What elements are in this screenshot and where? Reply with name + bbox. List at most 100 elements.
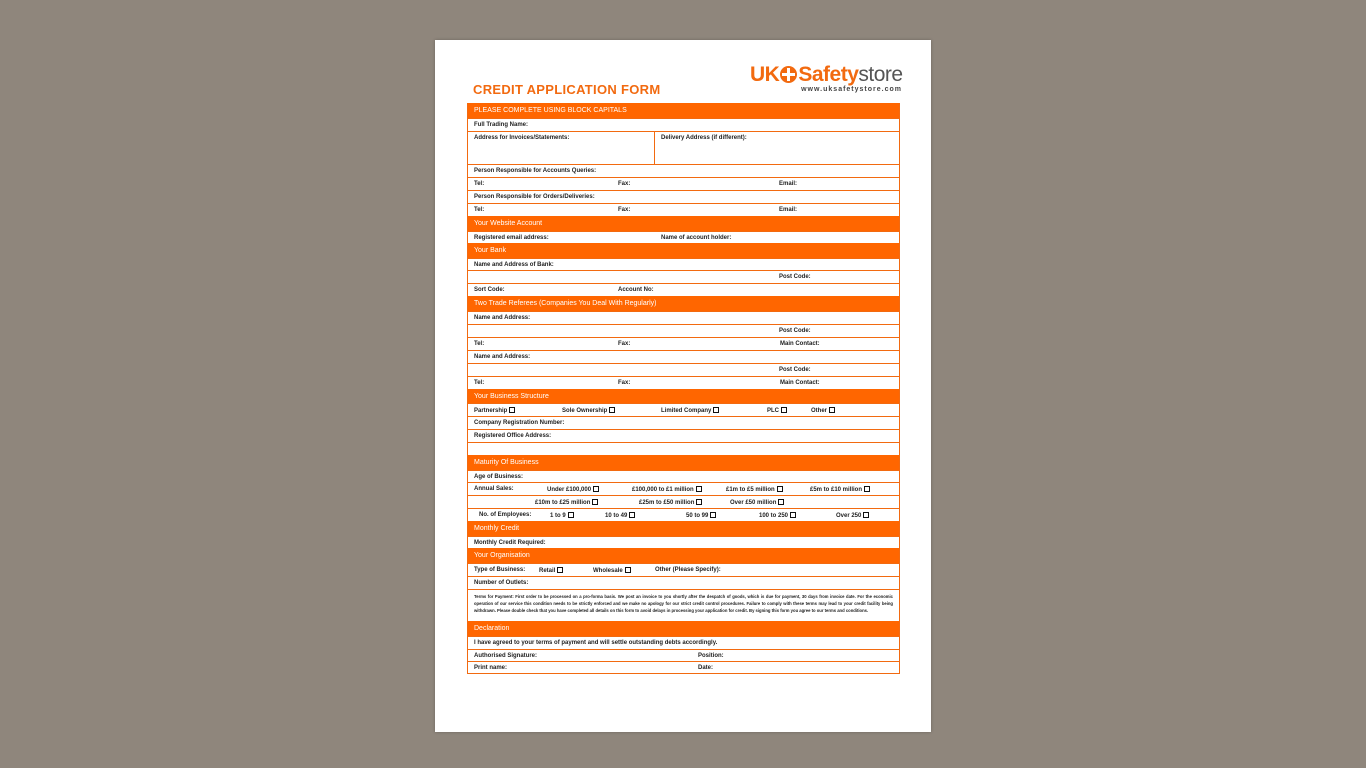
field-sole-ownership[interactable]: Sole Ownership xyxy=(562,407,616,414)
label: Person Responsible for Accounts Queries: xyxy=(474,168,597,174)
form-row: Post Code: xyxy=(468,363,899,376)
field-post-code[interactable]: Post Code: xyxy=(779,367,811,373)
checkbox-icon[interactable] xyxy=(593,486,600,492)
field-50-to-99[interactable]: 50 to 99 xyxy=(686,512,717,519)
label: Main Contact: xyxy=(780,380,820,386)
label: Full Trading Name: xyxy=(474,122,529,128)
form-row: I have agreed to your terms of payment a… xyxy=(468,636,899,649)
label: Company Registration Number: xyxy=(474,420,565,426)
field-registered-office-address[interactable]: Registered Office Address: xyxy=(474,433,551,439)
checkbox-icon[interactable] xyxy=(567,512,574,518)
checkbox-icon[interactable] xyxy=(781,407,787,413)
field-under-100-000[interactable]: Under £100,000 xyxy=(547,486,600,493)
checkbox-icon[interactable] xyxy=(864,486,871,492)
field-annual-sales[interactable]: Annual Sales: xyxy=(474,486,514,492)
section-title-maturity-of-business: Maturity Of Business xyxy=(474,459,539,466)
label: Limited Company xyxy=(661,408,712,414)
field-other[interactable]: Other xyxy=(811,407,836,414)
field-tel[interactable]: Tel: xyxy=(474,207,484,213)
checkbox-icon[interactable] xyxy=(713,407,720,413)
field-limited-company[interactable]: Limited Company xyxy=(661,407,720,414)
checkbox-icon[interactable] xyxy=(629,512,636,518)
checkbox-icon[interactable] xyxy=(829,407,836,413)
field-fax[interactable]: Fax: xyxy=(618,341,630,347)
field-post-code[interactable]: Post Code: xyxy=(779,274,811,280)
checkbox-icon[interactable] xyxy=(509,407,516,413)
form-row: Age of Business: xyxy=(468,470,899,482)
checkbox-icon[interactable] xyxy=(778,499,785,505)
field-over-50-million[interactable]: Over £50 million xyxy=(730,499,785,506)
field-name-and-address-of-bank[interactable]: Name and Address of Bank: xyxy=(474,262,554,268)
field-registered-email-address[interactable]: Registered email address: xyxy=(474,235,549,241)
label: Your Bank xyxy=(474,247,507,254)
field-10m-to-25-million[interactable]: £10m to £25 million xyxy=(535,499,599,506)
field-date[interactable]: Date: xyxy=(698,665,713,671)
form-row: Tel: Fax: Main Contact: xyxy=(468,376,899,389)
checkbox-icon[interactable] xyxy=(863,512,870,518)
field-tel[interactable]: Tel: xyxy=(474,181,484,187)
field-plc[interactable]: PLC xyxy=(767,407,787,414)
field-10-to-49[interactable]: 10 to 49 xyxy=(605,512,636,519)
field-person-responsible-for-orders-[interactable]: Person Responsible for Orders/Deliveries… xyxy=(474,194,595,200)
field-main-contact[interactable]: Main Contact: xyxy=(780,341,820,347)
form-row: Tel: Fax: Email: xyxy=(468,177,899,190)
field-1m-to-5-million[interactable]: £1m to £5 million xyxy=(726,486,783,493)
label: Tel: xyxy=(474,380,485,386)
field-post-code[interactable]: Post Code: xyxy=(779,328,811,334)
field-25m-to-50-million[interactable]: £25m to £50 million xyxy=(639,499,703,506)
field-company-registration-number[interactable]: Company Registration Number: xyxy=(474,420,564,426)
field-fax[interactable]: Fax: xyxy=(618,181,630,187)
section-header: Your Organisation xyxy=(468,548,899,563)
field-type-of-business[interactable]: Type of Business: xyxy=(474,567,525,573)
label: Your Organisation xyxy=(474,552,530,559)
field-name-of-account-holder[interactable]: Name of account holder: xyxy=(661,235,731,241)
checkbox-icon[interactable] xyxy=(609,407,616,413)
checkbox-icon[interactable] xyxy=(624,567,631,573)
field-1-to-9[interactable]: 1 to 9 xyxy=(550,512,574,519)
field-name-and-address[interactable]: Name and Address: xyxy=(474,315,530,321)
field-person-responsible-for-account[interactable]: Person Responsible for Accounts Queries: xyxy=(474,168,596,174)
field-main-contact[interactable]: Main Contact: xyxy=(780,380,820,386)
field-print-name[interactable]: Print name: xyxy=(474,665,507,671)
label: Your Business Structure xyxy=(474,393,549,400)
field-account-no[interactable]: Account No: xyxy=(618,287,654,293)
field-100-000-to-1-million[interactable]: £100,000 to £1 million xyxy=(632,486,702,493)
field-full-trading-name[interactable]: Full Trading Name: xyxy=(474,122,528,128)
checkbox-icon[interactable] xyxy=(557,567,564,573)
field-name-and-address[interactable]: Name and Address: xyxy=(474,354,530,360)
checkbox-icon[interactable] xyxy=(696,499,703,505)
checkbox-icon[interactable] xyxy=(592,499,599,505)
field-authorised-signature[interactable]: Authorised Signature: xyxy=(474,653,537,659)
field-position[interactable]: Position: xyxy=(698,653,724,659)
checkbox-icon[interactable] xyxy=(710,512,717,518)
field-other-please-specify[interactable]: Other (Please Specify): xyxy=(655,567,721,573)
field-no-of-employees[interactable]: No. of Employees: xyxy=(479,512,531,518)
label: Delivery Address (if different): xyxy=(661,135,747,141)
field-partnership[interactable]: Partnership xyxy=(474,407,516,414)
field-fax[interactable]: Fax: xyxy=(618,380,630,386)
field-age-of-business[interactable]: Age of Business: xyxy=(474,474,523,480)
field-delivery-address-if-different[interactable]: Delivery Address (if different): xyxy=(661,135,747,141)
field-fax[interactable]: Fax: xyxy=(618,207,630,213)
field-i-have-agreed-to-your-terms-of[interactable]: I have agreed to your terms of payment a… xyxy=(474,640,717,646)
field-100-to-250[interactable]: 100 to 250 xyxy=(759,512,797,519)
section-title-your-website-account: Your Website Account xyxy=(474,220,542,227)
field-sort-code[interactable]: Sort Code: xyxy=(474,287,505,293)
checkbox-icon[interactable] xyxy=(776,486,783,492)
field-tel[interactable]: Tel: xyxy=(474,341,484,347)
field-over-250[interactable]: Over 250 xyxy=(836,512,870,519)
field-email[interactable]: Email: xyxy=(779,181,797,187)
field-monthly-credit-required[interactable]: Monthly Credit Required: xyxy=(474,540,546,546)
label: Account No: xyxy=(618,287,654,293)
checkbox-icon[interactable] xyxy=(790,512,797,518)
field-retail[interactable]: Retail xyxy=(539,567,564,574)
checkbox-icon[interactable] xyxy=(695,486,702,492)
field-tel[interactable]: Tel: xyxy=(474,380,484,386)
field-wholesale[interactable]: Wholesale xyxy=(593,567,631,574)
label: I have agreed to your terms of payment a… xyxy=(474,640,718,646)
label: Name of account holder: xyxy=(661,235,732,241)
field-address-for-invoices-statement[interactable]: Address for Invoices/Statements: xyxy=(474,135,569,141)
field-email[interactable]: Email: xyxy=(779,207,797,213)
field-5m-to-10-million[interactable]: £5m to £10 million xyxy=(810,486,871,493)
field-number-of-outlets[interactable]: Number of Outlets: xyxy=(474,580,528,586)
